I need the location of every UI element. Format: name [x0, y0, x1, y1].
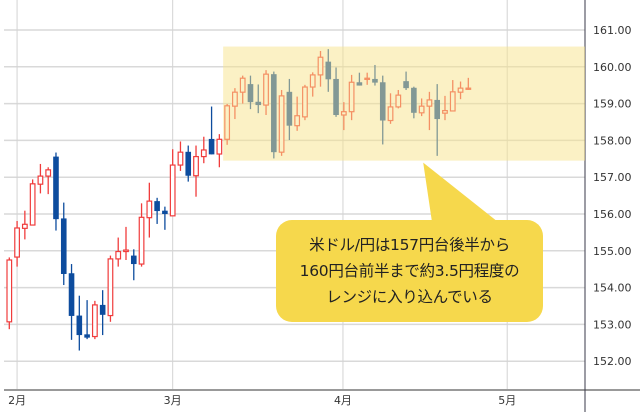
y-tick-label: 153.00 [593, 318, 632, 331]
y-tick-label: 157.00 [593, 171, 632, 184]
candle-body-down [154, 201, 160, 212]
candle-body-up [146, 200, 153, 219]
candle-body-down [60, 218, 67, 274]
x-tick-label: 3月 [164, 394, 182, 407]
y-tick-label: 152.00 [593, 355, 632, 368]
annotation-line-2: 160円台前半まで約3.5円程度の [299, 262, 520, 280]
candle-body-down [130, 255, 137, 265]
candle-body-up [115, 250, 122, 260]
callout-pointer [423, 162, 498, 222]
candle-body-up [6, 259, 13, 323]
candle-body-up [138, 216, 145, 265]
candle-body-up [169, 164, 176, 217]
y-tick-label: 155.00 [593, 245, 632, 258]
y-tick-label: 161.00 [593, 24, 632, 37]
candle-body-down [185, 151, 192, 176]
y-tick-label: 158.00 [593, 134, 632, 147]
annotation-line-1: 米ドル/円は157円台後半から [309, 236, 510, 254]
candle-body-up [177, 151, 184, 166]
y-tick-label: 159.00 [593, 98, 632, 111]
y-tick-label: 154.00 [593, 282, 632, 295]
candle-body-up [216, 138, 223, 155]
candle-body-down [53, 156, 59, 220]
candle-body-down [68, 273, 75, 316]
candle-body-up [37, 175, 44, 185]
candle-body-down [162, 210, 168, 214]
candle-body-up [91, 304, 98, 338]
candle-body-up [29, 183, 36, 226]
candle-body-down [99, 304, 106, 315]
x-tick-label: 5月 [498, 394, 516, 407]
candle-body-down [84, 334, 90, 338]
highlight-range-band [223, 46, 585, 161]
y-tick-label: 156.00 [593, 208, 632, 221]
candle-body-up [45, 169, 52, 177]
candle-body-up [200, 149, 207, 158]
candle-body-down [208, 138, 215, 155]
candle-body-up [123, 249, 129, 253]
candle-body-up [14, 227, 20, 258]
y-tick-label: 160.00 [593, 61, 632, 74]
x-tick-label: 4月 [334, 394, 352, 407]
candle-body-up [193, 155, 199, 177]
x-tick-label: 2月 [8, 394, 26, 407]
candle-body-up [21, 223, 28, 229]
candle-body-up [107, 258, 114, 317]
annotation-line-3: レンジに入り込んでいる [326, 288, 493, 306]
callout-box [276, 220, 543, 322]
candle-body-down [76, 315, 83, 336]
annotation-callout-text: 米ドル/円は157円台後半から 160円台前半まで約3.5円程度の レンジに入り… [276, 220, 543, 322]
